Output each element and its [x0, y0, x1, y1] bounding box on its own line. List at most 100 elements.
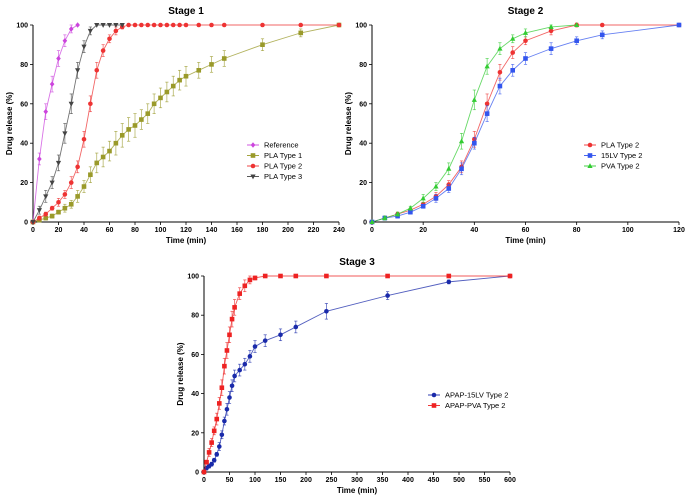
- legend-marker: [587, 163, 593, 168]
- series-line: [32, 24, 340, 223]
- chart-title: Stage 1: [168, 6, 204, 17]
- data-point: [30, 220, 36, 225]
- data-point: [94, 23, 100, 28]
- data-point: [62, 192, 68, 197]
- y-tick-label: 60: [191, 352, 199, 359]
- data-point: [523, 56, 528, 61]
- data-point: [211, 457, 217, 463]
- x-tick-label: 600: [504, 477, 516, 484]
- data-point: [75, 22, 80, 28]
- data-point: [260, 22, 265, 28]
- legend-marker: [250, 174, 256, 180]
- data-point: [68, 201, 74, 207]
- data-point: [224, 348, 230, 353]
- data-point: [139, 22, 144, 28]
- x-tick-label: 100: [249, 477, 261, 484]
- data-point: [158, 95, 163, 101]
- data-point: [119, 23, 125, 28]
- data-point: [126, 22, 131, 28]
- legend-marker: [431, 392, 437, 398]
- data-point: [446, 273, 452, 279]
- data-point: [151, 22, 157, 28]
- data-point: [204, 459, 209, 465]
- data-point: [43, 194, 49, 200]
- data-point: [88, 172, 93, 178]
- data-point: [209, 440, 214, 445]
- series-apap-15lv-type-2: [201, 273, 513, 475]
- data-point: [49, 180, 55, 186]
- x-tick-label: 200: [300, 477, 312, 484]
- data-point: [221, 56, 227, 61]
- data-point: [183, 22, 189, 28]
- data-point: [484, 101, 490, 107]
- series-pla-type-1: [30, 22, 342, 225]
- data-point: [100, 48, 106, 53]
- chart-title: Stage 3: [339, 257, 375, 268]
- data-point: [209, 62, 214, 67]
- y-tick-label: 40: [359, 141, 367, 148]
- data-point: [170, 83, 176, 89]
- data-point: [62, 131, 68, 137]
- data-point: [107, 36, 112, 42]
- legend-label: PVA Type 2: [601, 162, 640, 171]
- data-point: [420, 195, 426, 201]
- legend-label: APAP-15LV Type 2: [445, 391, 508, 400]
- data-point: [247, 354, 253, 359]
- data-point: [62, 205, 68, 211]
- chart-panel-2: Stage 2 0 20 40 60 80 100 120 0 20 40 60 80 100 Time (…: [344, 6, 685, 245]
- data-point: [209, 22, 214, 28]
- legend-label: PLA Type 3: [264, 172, 302, 181]
- data-point: [298, 22, 304, 28]
- x-tick-label: 0: [370, 227, 374, 234]
- data-point: [113, 28, 119, 34]
- y-tick-label: 20: [191, 430, 199, 437]
- data-point: [201, 469, 207, 475]
- x-tick-label: 240: [333, 227, 345, 234]
- x-tick-label: 220: [308, 227, 320, 234]
- data-point: [574, 22, 580, 27]
- x-tick-label: 120: [180, 227, 192, 234]
- data-point: [87, 28, 93, 34]
- data-point: [36, 208, 42, 214]
- series-reference: [30, 22, 80, 225]
- x-tick-label: 150: [275, 477, 287, 484]
- data-point: [151, 101, 157, 107]
- data-point: [68, 101, 74, 107]
- data-point: [242, 283, 248, 289]
- data-point: [676, 22, 682, 28]
- data-point: [227, 332, 232, 338]
- data-point: [56, 200, 61, 205]
- data-point: [382, 215, 388, 221]
- y-tick-label: 80: [20, 62, 28, 69]
- data-point: [56, 55, 61, 62]
- data-point: [37, 215, 42, 221]
- y-tick-label: 0: [195, 470, 199, 477]
- x-tick-label: 100: [155, 227, 167, 234]
- data-point: [75, 164, 80, 170]
- data-point: [394, 211, 401, 217]
- x-tick-label: 300: [351, 477, 363, 484]
- data-point: [170, 22, 176, 28]
- data-point: [510, 68, 516, 73]
- data-point: [106, 23, 113, 28]
- data-point: [472, 140, 477, 146]
- x-tick-label: 40: [80, 227, 88, 234]
- data-point: [158, 22, 163, 28]
- data-point: [145, 111, 151, 116]
- data-point: [43, 108, 49, 115]
- data-point: [164, 89, 170, 95]
- y-tick-label: 80: [359, 62, 367, 69]
- legend-marker: [587, 142, 593, 148]
- x-tick-label: 550: [479, 477, 491, 484]
- x-tick-label: 200: [282, 227, 294, 234]
- data-point: [229, 316, 235, 322]
- data-point: [107, 148, 112, 154]
- data-point: [232, 305, 237, 310]
- legend-marker: [250, 163, 256, 169]
- data-point: [548, 28, 554, 34]
- data-point: [599, 32, 605, 38]
- data-point: [433, 196, 439, 201]
- x-tick-label: 450: [428, 477, 440, 484]
